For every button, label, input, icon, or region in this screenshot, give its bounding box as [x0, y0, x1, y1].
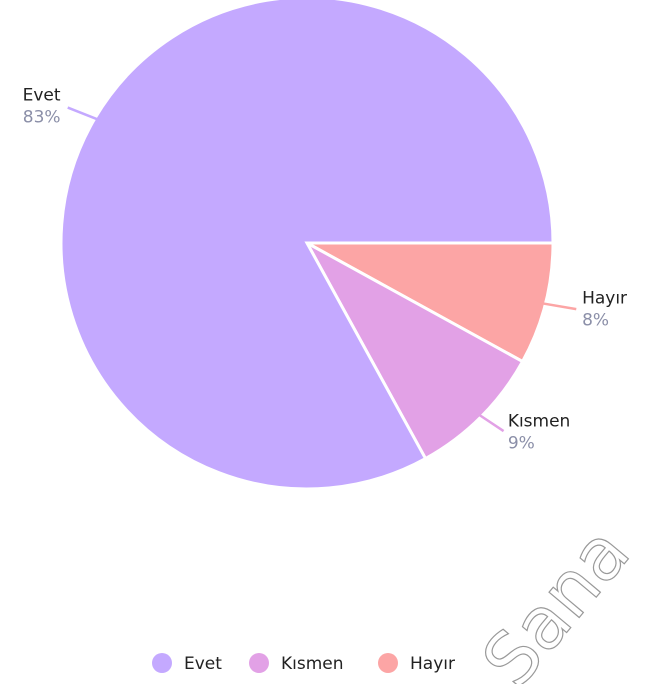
legend-swatch [378, 653, 398, 673]
legend-label: Evet [184, 654, 222, 674]
legend-swatch [249, 653, 269, 673]
leader-line [67, 106, 100, 121]
slice-value: 83% [23, 108, 61, 128]
watermark: Sana [466, 511, 646, 684]
legend-label: Kısmen [281, 654, 344, 674]
legend-label: Hayır [410, 654, 455, 674]
slice-value: 8% [582, 311, 609, 331]
slice-value: 9% [508, 434, 535, 454]
slice-label: Hayır [582, 289, 627, 309]
slice-label: Kısmen [508, 412, 571, 432]
leader-line [541, 301, 577, 311]
slice-label: Evet [23, 86, 61, 106]
legend-swatch [152, 653, 172, 673]
leader-line [477, 413, 505, 433]
